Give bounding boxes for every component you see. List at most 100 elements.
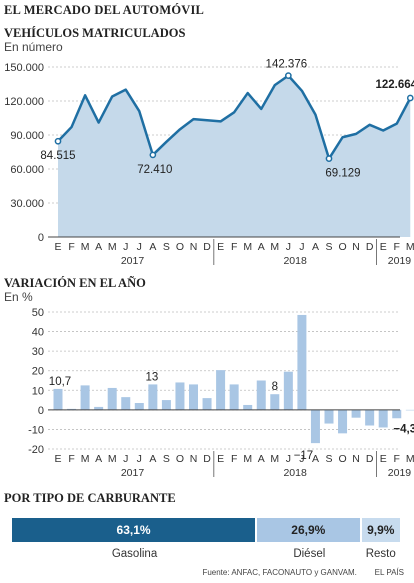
x-tick-label: M — [243, 241, 252, 253]
x-tick-label: J — [123, 241, 128, 253]
y-tick-label: -20 — [28, 444, 44, 456]
x-tick-label: F — [394, 241, 400, 253]
y-tick-label: 0 — [38, 405, 44, 417]
source-footer: Fuente: ANFAC, FACONAUTO y GANVAM. EL PA… — [202, 568, 404, 577]
x-tick-label: A — [312, 241, 319, 253]
bar — [229, 384, 239, 410]
x-tick-label: E — [54, 453, 61, 465]
x-tick-label: F — [231, 241, 237, 253]
x-tick-label: O — [338, 241, 346, 253]
x-tick-label: O — [176, 241, 184, 253]
bar — [270, 394, 280, 410]
x-tick-label: E — [380, 453, 387, 465]
y-tick-label: 120.000 — [4, 96, 44, 108]
y-tick-label: 150.000 — [4, 62, 44, 74]
x-tick-label: A — [149, 241, 156, 253]
bar — [161, 400, 171, 410]
y-tick-label: 10 — [32, 385, 44, 397]
data-point-marker — [325, 155, 333, 163]
x-tick-label: F — [394, 453, 400, 465]
x-tick-label: S — [163, 453, 170, 465]
x-tick-label: F — [68, 453, 74, 465]
x-tick-label: M — [270, 453, 279, 465]
x-tick-label: A — [258, 241, 265, 253]
bar — [107, 387, 117, 410]
data-annotation: 69.129 — [325, 168, 360, 180]
bar — [80, 385, 90, 410]
bar — [338, 409, 348, 434]
variation-chart-title: VARIACIÓN EN EL AÑO — [4, 276, 146, 290]
area-fill — [58, 75, 411, 237]
bar-annotation: −17 — [294, 450, 314, 462]
bar — [121, 397, 131, 410]
x-tick-label: F — [231, 453, 237, 465]
year-label: 2018 — [283, 467, 307, 479]
year-label: 2017 — [121, 467, 145, 479]
x-tick-label: J — [286, 453, 291, 465]
bar — [392, 409, 402, 419]
x-tick-label: M — [108, 453, 117, 465]
data-annotation: 72.410 — [137, 164, 172, 176]
y-tick-label: 40 — [32, 327, 44, 339]
x-tick-label: J — [286, 241, 291, 253]
bar-annotation: 8 — [272, 381, 278, 393]
bar — [202, 398, 212, 410]
bar — [175, 382, 185, 410]
x-tick-label: J — [123, 453, 128, 465]
y-tick-label: -10 — [28, 424, 44, 436]
bar — [216, 370, 226, 410]
x-tick-label: S — [325, 241, 332, 253]
variation-chart-unit: En % — [4, 290, 33, 304]
data-point-marker — [149, 151, 157, 159]
x-tick-label: E — [54, 241, 61, 253]
x-tick-label: J — [299, 241, 304, 253]
x-tick-label: S — [325, 453, 332, 465]
bar — [189, 384, 198, 410]
x-tick-label: M — [406, 453, 414, 465]
x-tick-label: A — [149, 453, 156, 465]
x-tick-label: N — [352, 453, 360, 465]
bar — [297, 314, 307, 410]
bar — [134, 403, 144, 410]
fuel-segment-resto: 9,9% — [361, 518, 400, 542]
x-tick-label: N — [352, 241, 360, 253]
page-title: EL MERCADO DEL AUTOMÓVIL — [4, 3, 205, 17]
x-tick-label: M — [406, 241, 414, 253]
x-tick-label: O — [176, 453, 184, 465]
x-tick-label: E — [217, 453, 224, 465]
x-tick-label: E — [380, 241, 387, 253]
bar — [351, 409, 361, 418]
bar-annotation: 10,7 — [49, 376, 71, 388]
x-tick-label: M — [108, 241, 117, 253]
fuel-stacked-bar: 63,1% 26,9% 9,9% — [12, 518, 400, 542]
x-tick-label: J — [137, 453, 142, 465]
x-tick-label: O — [338, 453, 346, 465]
x-tick-label: E — [217, 241, 224, 253]
data-annotation: 122.664 — [376, 79, 414, 91]
fuel-chart-title: POR TIPO DE CARBURANTE — [4, 491, 176, 505]
y-tick-label: 20 — [32, 366, 44, 378]
data-point-marker — [406, 94, 414, 102]
bar — [243, 404, 253, 410]
x-tick-label: D — [366, 453, 374, 465]
bar — [256, 380, 266, 410]
bar — [378, 409, 388, 428]
y-tick-label: 30 — [32, 346, 44, 358]
data-annotation: 142.376 — [266, 59, 308, 71]
series-line — [57, 74, 412, 160]
bar — [283, 371, 293, 410]
fuel-category-labels: Gasolina Diésel Resto — [12, 548, 400, 562]
fuel-segment-diesel: 26,9% — [257, 518, 362, 542]
x-tick-label: N — [190, 453, 198, 465]
x-tick-label: D — [366, 241, 374, 253]
x-tick-label: F — [68, 241, 74, 253]
year-label: 2019 — [388, 255, 412, 267]
bar — [324, 409, 334, 424]
y-tick-label: 50 — [32, 307, 44, 319]
x-tick-label: D — [203, 241, 211, 253]
bar-annotation: −4,3 — [393, 423, 414, 435]
bar — [94, 406, 104, 410]
registrations-chart-unit: En número — [4, 40, 63, 54]
x-tick-label: S — [163, 241, 170, 253]
x-tick-label: M — [270, 241, 279, 253]
